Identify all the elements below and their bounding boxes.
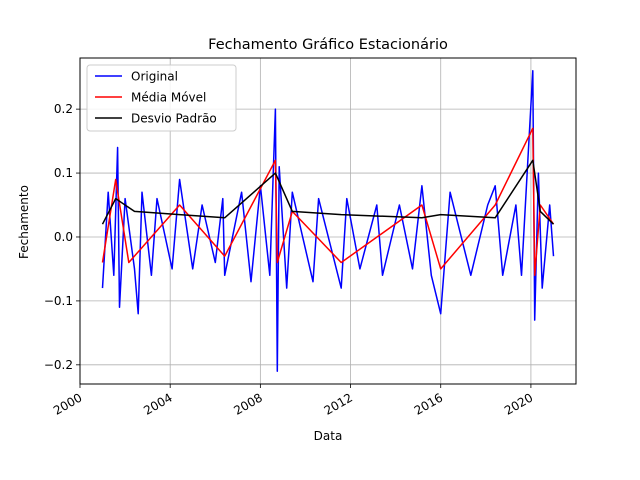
y-tick-label: 0.2	[54, 102, 73, 116]
legend-label-media-movel: Média Móvel	[131, 91, 206, 105]
y-tick-label: −0.2	[44, 358, 73, 372]
y-tick-label: −0.1	[44, 294, 73, 308]
y-axis: 0.2 0.1 0.0 −0.1 −0.2	[44, 102, 80, 372]
plot-frame	[79, 57, 577, 385]
grid-lines	[79, 58, 576, 384]
series-layer	[101, 70, 555, 372]
legend-box	[86, 64, 237, 132]
legend: Original Média Móvel Desvio Padrão	[86, 64, 237, 132]
legend-label-desvio-padrao: Desvio Padrão	[131, 112, 217, 126]
y-tick-label: 0.0	[54, 230, 73, 244]
series-line-original	[101, 70, 555, 372]
series-line-media-movel	[101, 127, 555, 277]
y-axis-label: Fechamento	[17, 185, 31, 259]
chart-title: Fechamento Gráfico Estacionário	[208, 37, 448, 53]
series-line-desvio-padrao	[101, 159, 555, 225]
y-tick-label: 0.1	[54, 166, 73, 180]
legend-label-original: Original	[131, 70, 178, 84]
x-axis-label: Data	[314, 429, 343, 443]
